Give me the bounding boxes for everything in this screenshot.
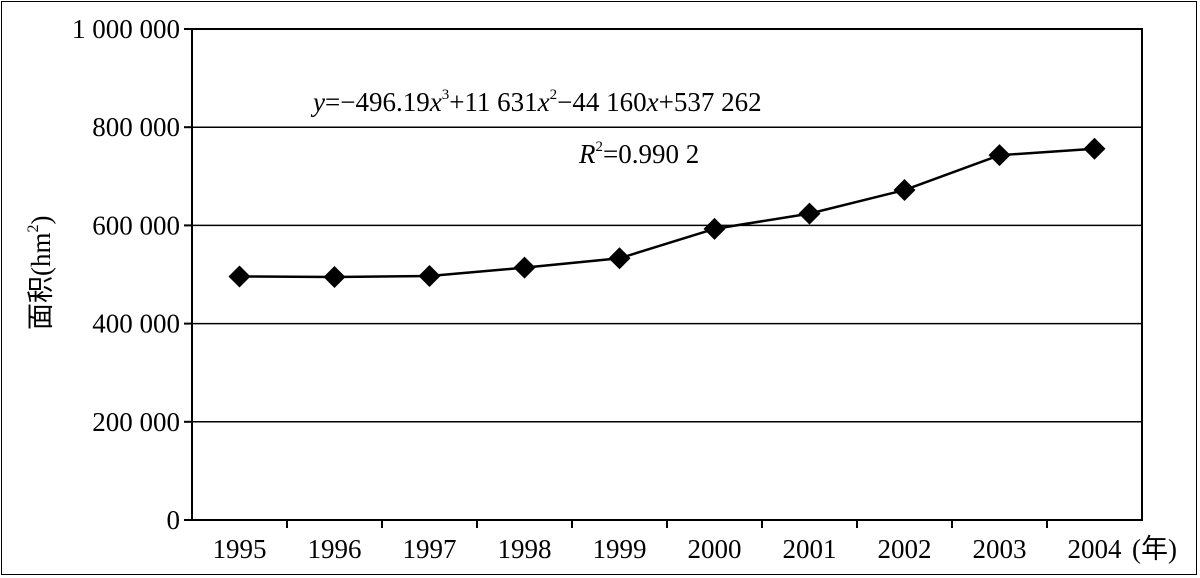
eq-part-c: −44 160 (557, 87, 646, 117)
y-axis-title-sup: 2 (25, 225, 42, 233)
y-tick-label: 800 000 (92, 112, 180, 142)
y-tick-label: 200 000 (92, 407, 180, 437)
r2-r: R (578, 139, 596, 169)
y-axis-title-text: 面积(hm (26, 233, 56, 331)
x-tick-label: 1995 (213, 534, 267, 564)
data-point (988, 144, 1011, 167)
eq-part-b: +11 631 (449, 87, 537, 117)
eq-x: x (646, 87, 659, 117)
series-line (239, 147, 1095, 279)
y-axis-title: 面积(hm2) (25, 216, 56, 331)
x-tick-label: 1998 (498, 534, 552, 564)
gridlines (192, 126, 1142, 423)
data-point (1083, 137, 1106, 160)
eq-part-a: =−496.19 (325, 87, 430, 117)
y-tick-label: 0 (167, 505, 181, 535)
data-point (513, 256, 536, 279)
y-axis-title-close: ) (26, 216, 56, 225)
data-point (703, 217, 726, 240)
x-tick-label: 2000 (688, 534, 742, 564)
eq-exp-2: 2 (550, 87, 558, 103)
eq-part-d: +537 262 (659, 87, 762, 117)
data-point (608, 247, 631, 270)
x-tick-label: 1999 (593, 534, 647, 564)
eq-y: y (310, 87, 325, 117)
x-tick-label: 2001 (783, 534, 837, 564)
y-axis-ticks: 0 200 000 400 000 600 000 800 000 1 000 000 (72, 14, 192, 535)
x-tick-label: 2003 (973, 534, 1027, 564)
y-tick-label: 600 000 (92, 210, 180, 240)
data-point (798, 202, 821, 225)
data-point (228, 265, 251, 288)
x-axis-ticks: 1995 1996 1997 1998 1999 2000 2001 2002 2003 2004 (213, 520, 1123, 564)
r2-value: =0.990 2 (603, 139, 699, 169)
y-tick-label: 1 000 000 (72, 14, 180, 44)
eq-exp-3: 3 (442, 87, 450, 103)
x-tick-label: 1996 (308, 534, 362, 564)
data-point (323, 265, 346, 288)
r-squared: R2=0.990 2 (578, 139, 699, 169)
x-tick-label: 1997 (403, 534, 457, 564)
data-point (893, 179, 916, 202)
y-tick-label: 400 000 (92, 309, 180, 339)
data-point (418, 264, 441, 287)
x-tick-label: 2004 (1068, 534, 1123, 564)
series-layer (228, 137, 1106, 288)
x-tick-label: 2002 (878, 534, 932, 564)
eq-x-cubed: x (429, 87, 442, 117)
x-axis-unit: (年) (1132, 534, 1177, 564)
regression-equation: y=−496.19x3+11 631x2−44 160x+537 262 (310, 87, 762, 117)
r2-exp: 2 (596, 139, 604, 155)
eq-x-squared: x (537, 87, 550, 117)
